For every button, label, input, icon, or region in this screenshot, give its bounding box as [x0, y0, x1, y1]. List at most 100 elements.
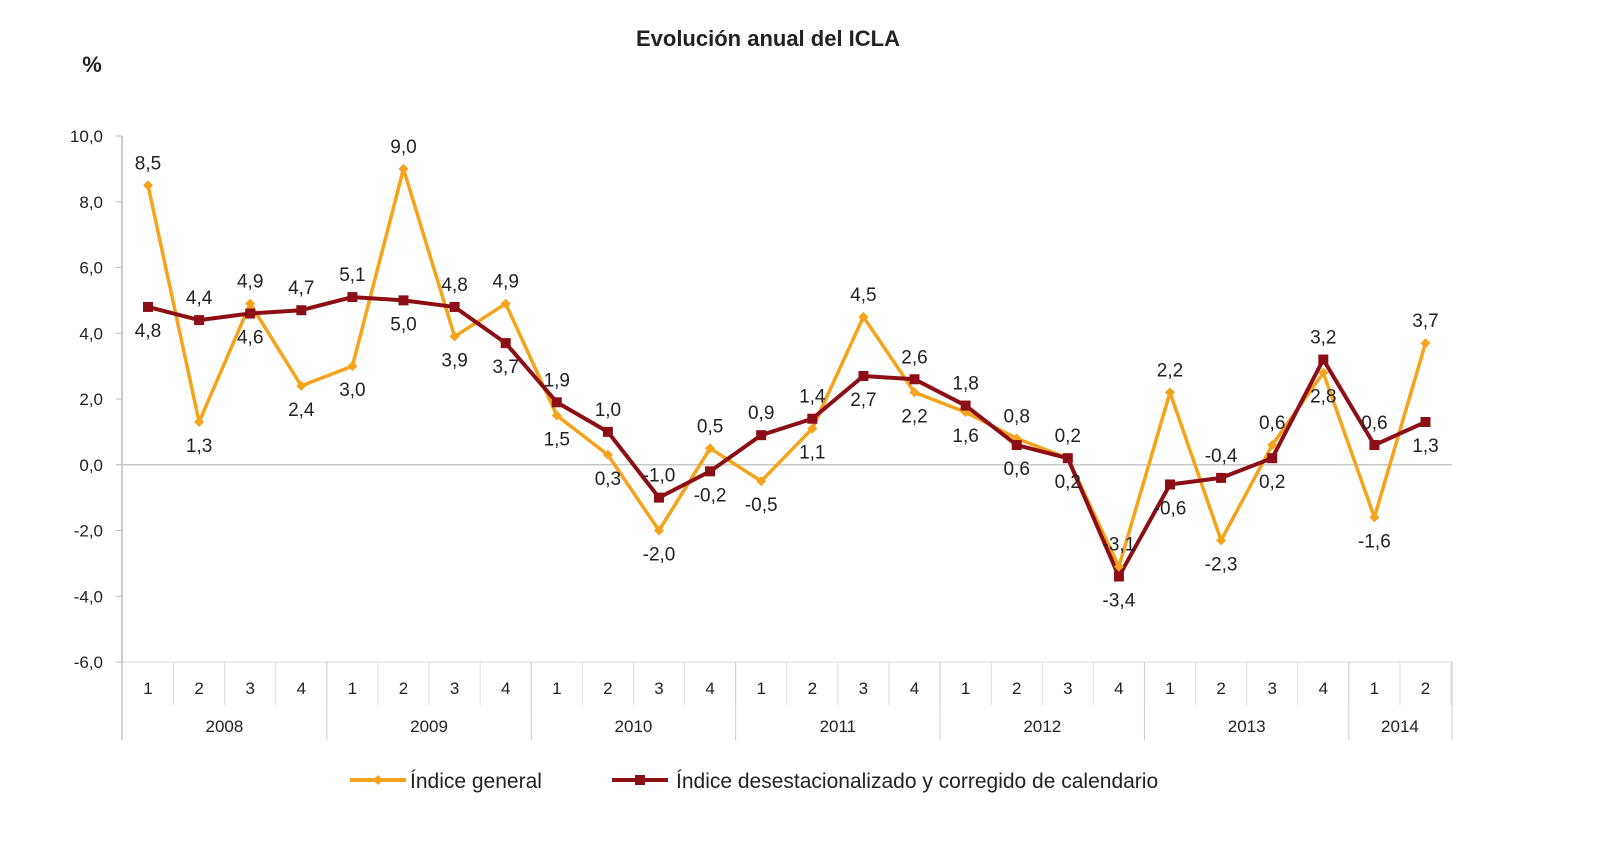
data-label: 1,6: [952, 426, 978, 447]
legend-marker: [373, 775, 383, 785]
data-point-indice-general: [1113, 561, 1124, 572]
quarter-label: 2: [1421, 679, 1430, 698]
data-point-indice-general: [1420, 338, 1431, 349]
data-label: 0,2: [1055, 426, 1081, 447]
legend: Índice general Índice desestacionalizado …: [350, 770, 1158, 793]
data-point-indice-desestacionalizado: [1267, 453, 1278, 464]
quarter-label: 2: [399, 679, 408, 698]
y-tick-label: 8,0: [79, 193, 103, 212]
data-label: 8,5: [135, 153, 161, 174]
data-label: 0,2: [1259, 472, 1285, 493]
quarter-label: 4: [910, 679, 919, 698]
data-point-indice-desestacionalizado: [654, 492, 664, 503]
data-label: -3,4: [1103, 591, 1136, 612]
quarter-label: 1: [961, 679, 970, 698]
y-tick-label: 0,0: [79, 456, 103, 475]
data-point-indice-general: [858, 311, 869, 322]
quarter-label: 4: [1319, 679, 1328, 698]
data-label: 4,7: [288, 278, 314, 299]
quarter-label: 2: [1216, 679, 1225, 698]
data-label: 1,1: [799, 443, 825, 464]
data-label: 0,6: [1259, 413, 1285, 434]
data-point-indice-general: [500, 298, 511, 309]
data-point-indice-desestacionalizado: [1165, 479, 1175, 490]
data-label: -0,6: [1154, 498, 1187, 519]
y-tick-label: 6,0: [79, 259, 103, 278]
data-point-indice-desestacionalizado: [398, 295, 409, 306]
data-label: 3,2: [1310, 328, 1336, 349]
data-label: 5,0: [390, 314, 416, 335]
quarter-label: 1: [552, 679, 561, 698]
legend-label: Índice desestacionalizado y corregido de…: [676, 770, 1158, 793]
quarter-label: 2: [808, 679, 817, 698]
data-point-indice-general: [143, 180, 153, 191]
data-label: -2,3: [1205, 554, 1238, 575]
year-label: 2013: [1228, 717, 1266, 736]
data-label: 0,6: [1361, 413, 1387, 434]
data-point-indice-desestacionalizado: [960, 400, 971, 411]
data-point-indice-desestacionalizado: [705, 466, 716, 477]
data-point-indice-desestacionalizado: [449, 301, 460, 312]
data-label: 1,9: [544, 370, 570, 391]
data-label: 3,9: [441, 351, 467, 372]
data-point-indice-desestacionalizado: [1318, 354, 1329, 365]
data-point-indice-general: [194, 417, 205, 428]
data-label: -0,5: [745, 495, 778, 516]
data-point-indice-desestacionalizado: [909, 374, 920, 385]
data-label: 4,9: [237, 272, 263, 293]
quarter-label: 3: [654, 679, 663, 698]
year-label: 2012: [1023, 717, 1061, 736]
data-point-indice-general: [1267, 440, 1278, 451]
quarter-label: 3: [1063, 679, 1072, 698]
data-point-indice-desestacionalizado: [756, 430, 767, 441]
data-point-indice-general: [347, 361, 358, 372]
year-label: 2009: [410, 717, 448, 736]
data-point-indice-desestacionalizado: [296, 305, 307, 316]
quarter-label: 2: [1012, 679, 1021, 698]
data-point-indice-general: [756, 476, 767, 487]
year-label: 2014: [1381, 717, 1419, 736]
data-label: -0,2: [694, 485, 727, 506]
y-axis-label: %: [82, 52, 102, 77]
quarter-label: 1: [143, 679, 152, 698]
data-label: 2,8: [1310, 387, 1336, 408]
quarter-label: 1: [756, 679, 765, 698]
data-point-indice-general: [551, 410, 562, 421]
y-tick-label: 4,0: [79, 324, 103, 343]
data-label: 3,7: [492, 357, 518, 378]
data-point-indice-general: [1318, 367, 1329, 378]
data-point-indice-general: [449, 331, 460, 342]
data-label: 0,6: [1003, 459, 1029, 480]
data-point-indice-general: [245, 298, 256, 309]
y-tick-label: 10,0: [70, 127, 103, 146]
series-line-1: [147, 295, 1427, 579]
data-label: 0,8: [1003, 406, 1029, 427]
data-point-indice-desestacionalizado: [1113, 571, 1124, 582]
quarter-label: 3: [859, 679, 868, 698]
data-label: 1,5: [544, 429, 570, 450]
data-label: 4,9: [492, 272, 518, 293]
quarter-label: 4: [501, 679, 510, 698]
data-point-indice-desestacionalizado: [500, 338, 511, 349]
data-label: 1,8: [952, 374, 978, 395]
quarter-label: 3: [1267, 679, 1276, 698]
y-tick-label: -6,0: [74, 653, 103, 672]
data-point-indice-desestacionalizado: [1369, 440, 1380, 451]
data-label: -0,4: [1205, 446, 1238, 467]
data-label: 1,3: [186, 436, 212, 457]
year-label: 2010: [615, 717, 653, 736]
data-point-indice-general: [705, 443, 716, 454]
data-label: 3,0: [339, 380, 365, 401]
data-label: 4,8: [441, 275, 467, 296]
data-point-indice-desestacionalizado: [602, 426, 613, 437]
quarter-label: 4: [297, 679, 306, 698]
data-label: 4,6: [237, 328, 263, 349]
data-label: 2,2: [1157, 360, 1183, 381]
data-point-indice-desestacionalizado: [143, 301, 153, 312]
y-tick-label: 2,0: [79, 390, 103, 409]
quarter-label: 1: [348, 679, 357, 698]
legend-marker: [635, 775, 645, 785]
data-label: 2,7: [850, 390, 876, 411]
data-point-indice-general: [1165, 387, 1175, 398]
data-point-indice-general: [807, 423, 818, 434]
